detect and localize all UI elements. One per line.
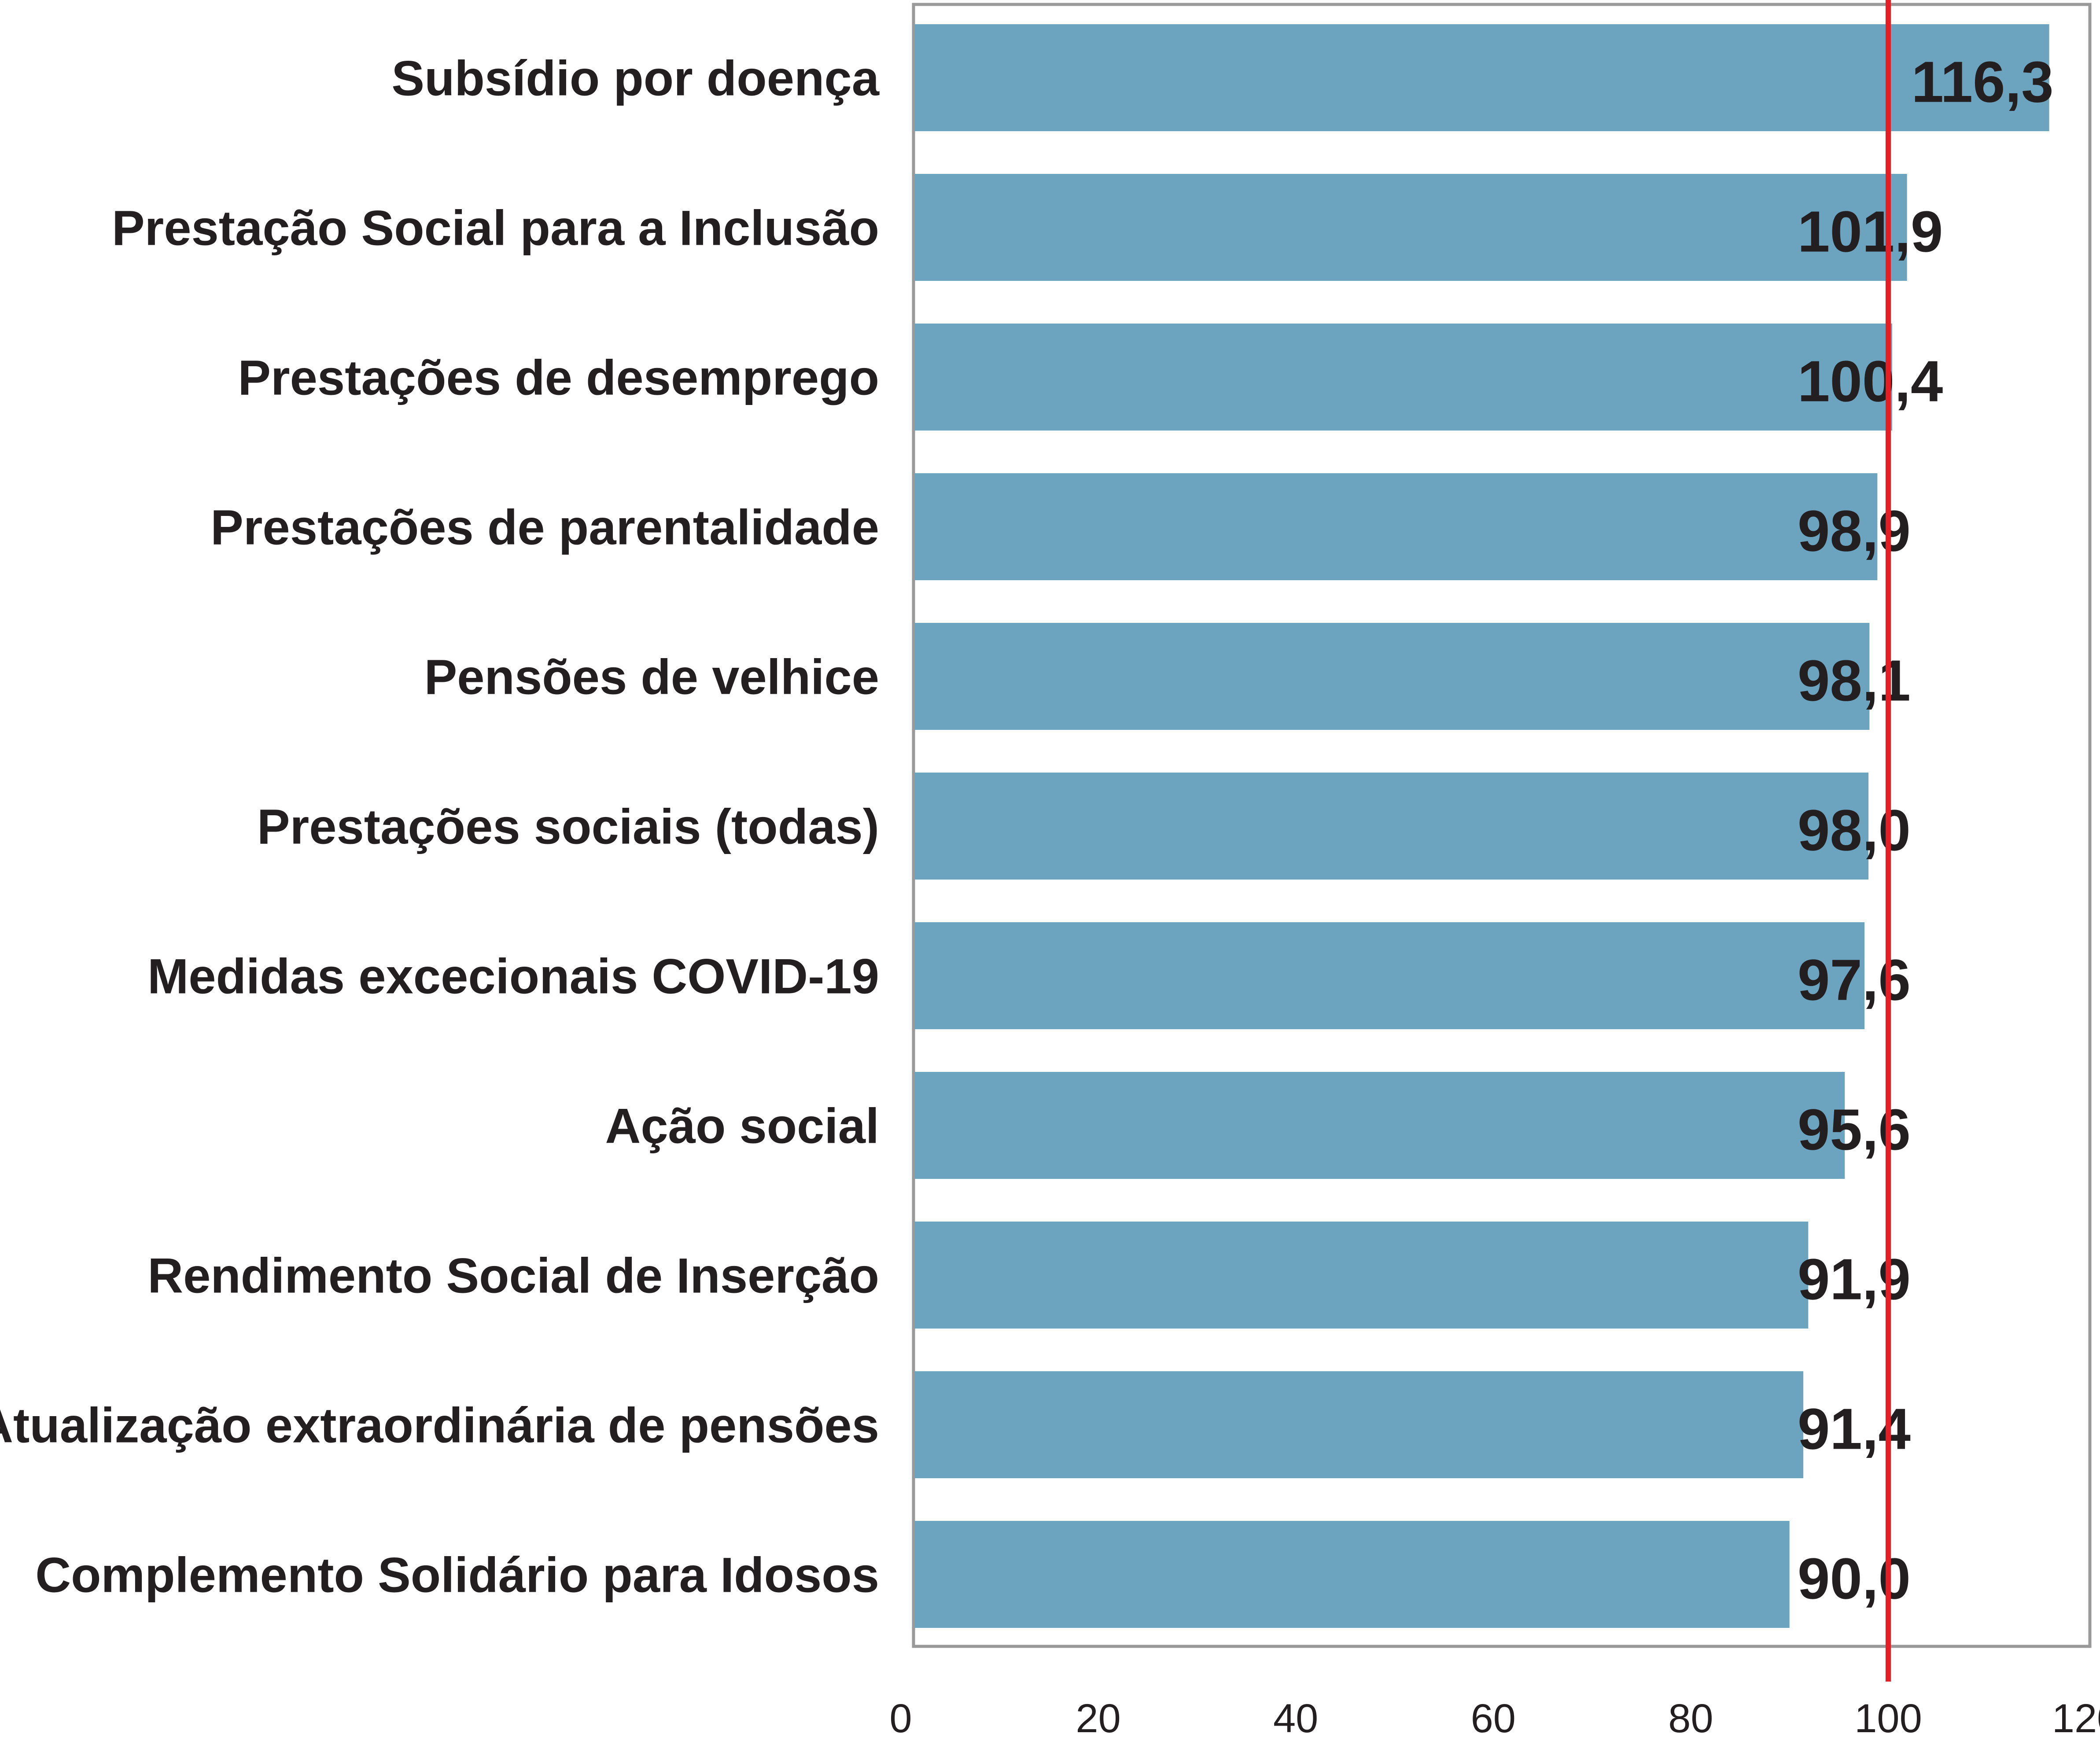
category-label: Prestações de desemprego (238, 350, 879, 405)
data-label: 98,1 (1798, 648, 1911, 713)
bar (915, 1222, 1809, 1329)
bar (915, 1521, 1790, 1628)
data-label: 90,0 (1798, 1546, 1911, 1611)
data-label: 98,0 (1798, 798, 1911, 863)
x-tick-label: 60 (1471, 1696, 1516, 1741)
category-label: Atualização extraordinária de pensões (0, 1398, 879, 1453)
bar (915, 473, 1878, 580)
x-tick-label: 40 (1273, 1696, 1318, 1741)
category-label: Rendimento Social de Inserção (147, 1248, 879, 1303)
data-label: 97,6 (1798, 948, 1911, 1012)
x-tick-label: 100 (1854, 1696, 1922, 1741)
category-label: Medidas excecionais COVID-19 (147, 949, 879, 1004)
bar (915, 1072, 1845, 1179)
data-label: 116,3 (1912, 50, 2054, 114)
data-label: 91,4 (1798, 1397, 1911, 1461)
category-label: Prestação Social para a Inclusão (112, 201, 879, 256)
category-label: Ação social (605, 1099, 879, 1154)
category-label: Prestações de parentalidade (210, 500, 879, 555)
data-label: 91,9 (1798, 1247, 1911, 1312)
bar (915, 773, 1869, 880)
bar (915, 1371, 1804, 1478)
bar (915, 922, 1865, 1029)
bar (915, 24, 2049, 131)
bar (915, 324, 1892, 431)
x-tick-label: 20 (1076, 1696, 1120, 1741)
category-label: Subsídio por doença (391, 51, 879, 106)
bar (915, 623, 1870, 730)
x-tick-label: 80 (1668, 1696, 1713, 1741)
data-label: 98,9 (1798, 499, 1911, 563)
data-label: 95,6 (1798, 1097, 1911, 1162)
category-label: Prestações sociais (todas) (257, 799, 879, 854)
data-label: 101,9 (1798, 199, 1943, 264)
bar (915, 174, 1907, 281)
data-label: 100,4 (1798, 349, 1943, 414)
x-tick-label: 120 (2052, 1696, 2100, 1741)
x-tick-label: 0 (889, 1696, 912, 1741)
category-label: Pensões de velhice (424, 650, 879, 705)
category-label: Complemento Solidário para Idosos (35, 1548, 879, 1603)
